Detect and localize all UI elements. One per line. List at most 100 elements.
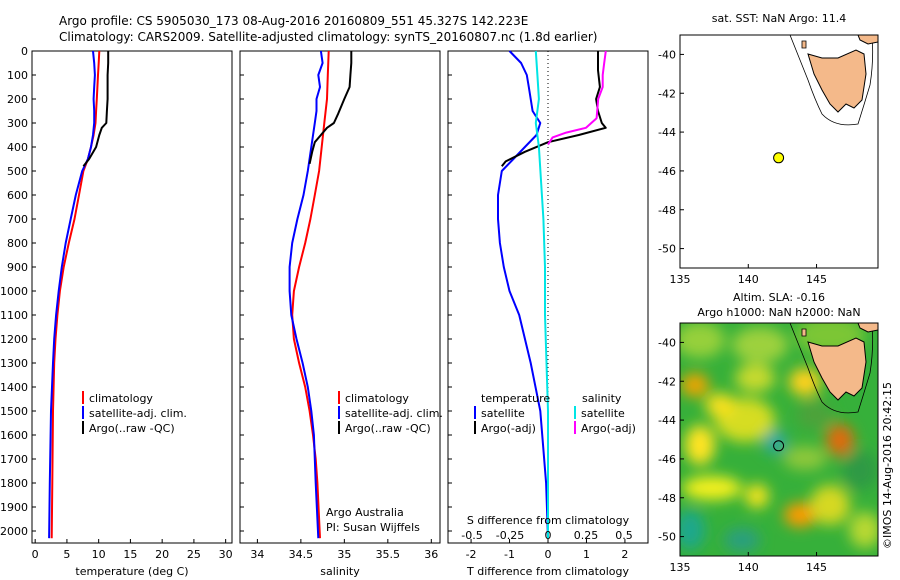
y-tick-label: 1100 — [0, 309, 28, 322]
map-y-tick-label: -44 — [658, 414, 676, 427]
x-tick-label: 10 — [92, 548, 106, 561]
y-tick-label: 1700 — [0, 453, 28, 466]
sla-blob — [745, 484, 769, 508]
altimetry-map: Altim. SLA: -0.16 Argo h1000: NaN h2000:… — [658, 291, 879, 574]
legend-salinity-header: salinity — [582, 392, 622, 405]
map-y-tick-label: -46 — [658, 165, 676, 178]
s-diff-tick-label: 0.25 — [574, 529, 599, 542]
x-tick-label: 1 — [583, 548, 590, 561]
s-diff-tick-label: 0.5 — [615, 529, 633, 542]
sla-blob — [724, 528, 760, 552]
x-tick-label: -1 — [504, 548, 515, 561]
sla-blob — [783, 446, 827, 470]
temperature-climatology-line — [50, 50, 101, 539]
y-tick-label: 1400 — [0, 381, 28, 394]
y-tick-label: 200 — [7, 93, 28, 106]
y-tick-label: 1800 — [0, 477, 28, 490]
legend-t-argo-label: Argo(-adj) — [481, 422, 536, 435]
x-tick-label: 15 — [123, 548, 137, 561]
x-tick-label: 36 — [424, 548, 438, 561]
s-diff-tick-label: -0.5 — [461, 529, 482, 542]
sla-blob — [685, 425, 715, 465]
legend-argo-label: Argo(..raw -QC) — [89, 422, 175, 435]
sla-blob — [682, 476, 742, 500]
y-tick-label: 1300 — [0, 357, 28, 370]
salinity-argo-raw-qc--line — [308, 51, 353, 165]
map-x-tick-label: 140 — [738, 273, 759, 286]
x-tick-label: 0 — [545, 548, 552, 561]
x-tick-label: 5 — [63, 548, 70, 561]
map-x-tick-label: 135 — [670, 273, 691, 286]
difference-salinity-argo-adj--line — [547, 50, 607, 146]
map-y-tick-label: -42 — [658, 375, 676, 388]
altimetry-map-axes — [679, 322, 879, 557]
sla-blob — [797, 401, 833, 429]
float-position-marker — [773, 440, 785, 452]
legend-t-satellite-label: satellite — [481, 407, 525, 420]
map-y-tick-label: -44 — [658, 126, 676, 139]
y-tick-label: 900 — [7, 261, 28, 274]
sst-map: sat. SST: NaN Argo: 11.4 135 140 145 -40 -42… — [658, 12, 879, 286]
float-position-marker — [773, 152, 785, 164]
x-tick-label: -2 — [466, 548, 477, 561]
x-tick-label: 0 — [32, 548, 39, 561]
t-difference-xlabel: T difference from climatology — [466, 565, 629, 578]
sla-field — [680, 323, 878, 556]
map-y-tick-label: -48 — [658, 492, 676, 505]
map-y-tick-label: -50 — [658, 243, 676, 256]
temperature-xlabel: temperature (deg C) — [75, 565, 188, 578]
legend-satellite-label: satellite-adj. clim. — [89, 407, 187, 420]
y-tick-label: 500 — [7, 165, 28, 178]
sst-map-axes — [679, 34, 879, 269]
y-tick-label: 800 — [7, 237, 28, 250]
sla-blob — [810, 485, 850, 525]
sst-shelf-contour — [789, 35, 874, 126]
temperature-satellite-adj-clim--line — [48, 50, 96, 539]
sla-blob — [826, 424, 854, 456]
y-tick-label: 1500 — [0, 405, 28, 418]
difference-temperature-argo-adj--line — [501, 51, 607, 167]
y-tick-label: 600 — [7, 189, 28, 202]
salinity-legend: climatology satellite-adj. clim. Argo(..… — [338, 391, 443, 435]
y-tick-label: 1000 — [0, 285, 28, 298]
sla-blob — [842, 450, 878, 490]
x-tick-label: 30 — [219, 548, 233, 561]
salinity-axes — [239, 50, 441, 544]
legend-climatology-label: climatology — [89, 392, 153, 405]
map-y-tick-label: -40 — [658, 48, 676, 61]
y-tick-label: 1200 — [0, 333, 28, 346]
difference-legend: temperature salinity satellite Argo(-adj… — [474, 392, 636, 435]
y-tick-label: 1900 — [0, 501, 28, 514]
y-tick-label: 700 — [7, 213, 28, 226]
sla-blob — [735, 364, 775, 392]
sla-blob — [849, 512, 878, 548]
sst-tasmania-land — [807, 49, 867, 113]
sla-mainland-land — [857, 323, 878, 333]
y-tick-label: 400 — [7, 141, 28, 154]
header-line-1: Argo profile: CS 5905030_173 08-Aug-2016… — [59, 14, 528, 28]
temperature-axes — [31, 50, 233, 544]
annotation-argo-australia: Argo Australia — [326, 506, 404, 519]
s-difference-label: S difference from climatology — [467, 514, 630, 527]
salinity-satellite-adj-clim--line — [288, 50, 324, 539]
sst-island-land — [801, 40, 807, 49]
salinity-panel: 34 34.5 35 35.5 36 climatology satellite-adj… — [239, 50, 443, 578]
altimetry-title-2: Argo h1000: NaN h2000: NaN — [697, 306, 860, 319]
sla-blob — [680, 510, 705, 550]
temperature-legend: climatology satellite-adj. clim. Argo(..… — [82, 391, 187, 435]
y-tick-label: 300 — [7, 117, 28, 130]
map-x-tick-label: 135 — [670, 561, 691, 574]
imos-credit: ©IMOS 14-Aug-2016 20:42:15 — [881, 382, 894, 549]
x-tick-label: 25 — [187, 548, 201, 561]
s-diff-tick-label: -0.25 — [496, 529, 524, 542]
y-tick-label: 1600 — [0, 429, 28, 442]
temperature-panel: 0 5 10 15 20 25 300100200300400500600700800900… — [0, 45, 233, 578]
legend-satellite-label: satellite-adj. clim. — [345, 407, 443, 420]
x-tick-label: 35.5 — [376, 548, 401, 561]
map-x-tick-label: 145 — [806, 561, 827, 574]
map-y-tick-label: -42 — [658, 87, 676, 100]
difference-panel: -2 -1 0 1 2 temperature salinity satellite A… — [447, 50, 649, 578]
salinity-xlabel: salinity — [320, 565, 360, 578]
legend-s-argo-label: Argo(-adj) — [581, 422, 636, 435]
